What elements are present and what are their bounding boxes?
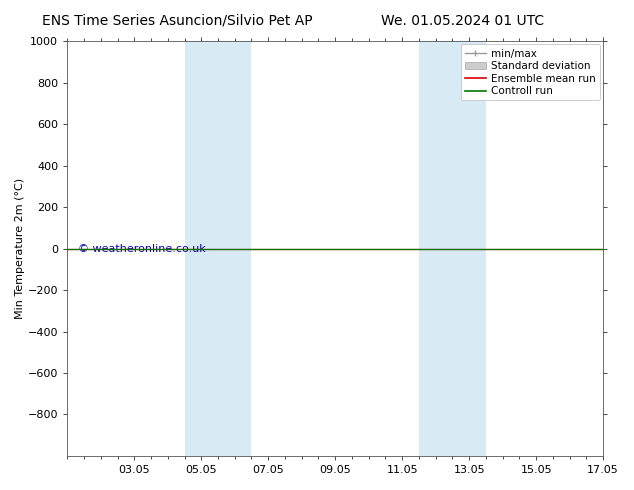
Text: ENS Time Series Asuncion/Silvio Pet AP: ENS Time Series Asuncion/Silvio Pet AP: [42, 14, 313, 28]
Text: We. 01.05.2024 01 UTC: We. 01.05.2024 01 UTC: [381, 14, 545, 28]
Legend: min/max, Standard deviation, Ensemble mean run, Controll run: min/max, Standard deviation, Ensemble me…: [461, 44, 600, 100]
Text: © weatheronline.co.uk: © weatheronline.co.uk: [78, 244, 206, 254]
Y-axis label: Min Temperature 2m (°C): Min Temperature 2m (°C): [15, 178, 25, 319]
Bar: [453, 41, 486, 456]
Bar: [218, 41, 252, 456]
Bar: [184, 41, 218, 456]
Bar: [419, 41, 453, 456]
